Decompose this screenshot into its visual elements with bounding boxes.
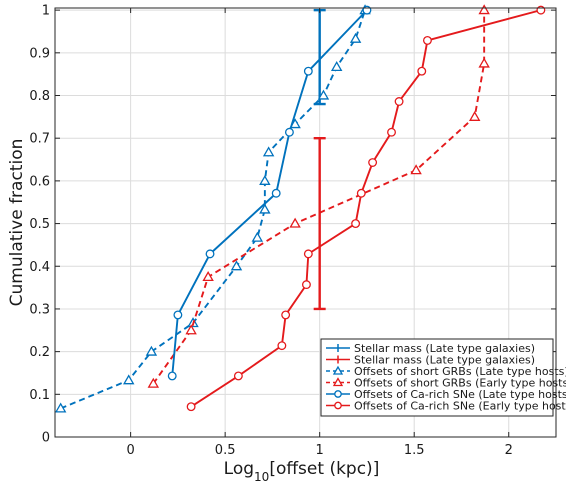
legend-entry: Stellar mass (Late type galaxies) (326, 342, 535, 355)
y-tick-label: 0.8 (29, 89, 50, 104)
data-point (284, 127, 294, 137)
y-tick-label: 0.7 (29, 132, 50, 147)
legend-box (320, 338, 554, 417)
data-point (281, 310, 291, 320)
legend-label: Offsets of short GRBs (Late type hosts) (354, 365, 566, 378)
y-tick-label: 0.3 (29, 302, 50, 317)
data-point (277, 341, 287, 351)
y-tick-label: 0.9 (29, 46, 50, 61)
data-point (478, 57, 490, 68)
data-point (536, 5, 546, 15)
y-tick-label: 0.1 (29, 388, 50, 403)
data-point (330, 60, 343, 72)
data-point (410, 164, 422, 175)
ticks: 0 0.5 1 1.5 2 0 0.1 0.2 0.3 0.4 0.5 0.6 0.7 0.8 0.9 1 (29, 4, 556, 458)
data-point (356, 188, 366, 198)
data-point (233, 371, 243, 381)
x-axis-label-subscript: 10 (254, 470, 269, 484)
axes-box (54, 7, 557, 438)
y-tick-label: 0 (42, 431, 50, 446)
series-4 (167, 5, 372, 381)
y-tick-label: 0.2 (29, 345, 50, 360)
legend-label: Offsets of Ca-rich SNe (Early type hosts… (354, 399, 566, 412)
x-tick-label: 0.5 (215, 443, 236, 458)
legend-entry: Offsets of Ca-rich SNe (Late type hosts) (326, 388, 566, 401)
y-tick-label: 0.6 (29, 174, 50, 189)
data-point (251, 231, 264, 242)
legend-label: Stellar mass (Late type galaxies) (354, 353, 535, 366)
x-axis-label-base: Log (224, 459, 254, 479)
series-1 (313, 136, 326, 311)
data-point (468, 110, 481, 121)
data-point (123, 374, 135, 385)
series-line (190, 9, 542, 408)
legend-marker (332, 365, 344, 375)
data-point (145, 345, 158, 356)
series-line (60, 9, 366, 410)
legend-marker (332, 377, 344, 387)
data-point (205, 249, 215, 259)
x-tick-label: 1.5 (404, 443, 425, 458)
series-5 (186, 5, 546, 412)
x-tick-label: 2 (505, 443, 513, 458)
x-axis-label-rest: [offset (kpc)] (269, 459, 379, 479)
y-tick-label: 0.4 (29, 260, 50, 275)
legend-entry: Offsets of short GRBs (Late type hosts) (326, 365, 566, 378)
x-tick-label: 1 (316, 443, 324, 458)
data-point (186, 402, 196, 412)
legend-label: Offsets of short GRBs (Early type hosts) (354, 376, 566, 389)
data-point (387, 127, 396, 137)
data-point (173, 310, 183, 320)
y-tick-label: 0.5 (29, 217, 50, 232)
data-point (185, 324, 197, 335)
data-point (289, 217, 301, 228)
data-point (167, 371, 177, 381)
x-axis-label: Log10[offset (kpc)] (224, 459, 380, 484)
x-tick-label: 0 (126, 443, 134, 458)
data-point (351, 219, 361, 229)
data-point (422, 35, 432, 45)
data-point (349, 32, 362, 43)
data-point (362, 5, 372, 15)
data-point (394, 97, 404, 106)
legend-label: Stellar mass (Late type galaxies) (354, 342, 535, 355)
data-point (54, 402, 67, 413)
plot-area: 0 0.5 1 1.5 2 0 0.1 0.2 0.3 0.4 0.5 0.6 0.7 0.8 0.9 1 (29, 4, 557, 458)
data-point (259, 203, 271, 214)
legend-marker (334, 390, 342, 398)
legend-marker (334, 401, 342, 410)
data-point (202, 271, 214, 282)
data-point (478, 4, 490, 15)
series-2 (54, 4, 371, 413)
series-line (152, 10, 486, 385)
y-axis-label: Cumulative fraction (7, 139, 27, 307)
data-point (271, 188, 281, 198)
data-point (317, 89, 330, 100)
legend-entry: Offsets of Ca-rich SNe (Early type hosts… (326, 399, 566, 412)
y-tick-label: 1 (42, 4, 50, 19)
data-point (230, 260, 243, 271)
data-point (303, 66, 313, 76)
data-point (368, 158, 378, 167)
legend: Stellar mass (Late type galaxies)Stellar… (320, 338, 566, 417)
data-point (262, 146, 275, 157)
series-3 (147, 4, 490, 388)
legend-entry: Stellar mass (Late type galaxies) (326, 353, 535, 366)
data-point (301, 280, 311, 290)
legend-entry: Offsets of short GRBs (Early type hosts) (326, 376, 566, 389)
legend-label: Offsets of Ca-rich SNe (Late type hosts) (354, 388, 566, 401)
data-point (303, 249, 313, 259)
data-point (417, 66, 427, 76)
data-point (259, 174, 271, 185)
data-point (147, 377, 160, 388)
series-layer (54, 4, 546, 413)
